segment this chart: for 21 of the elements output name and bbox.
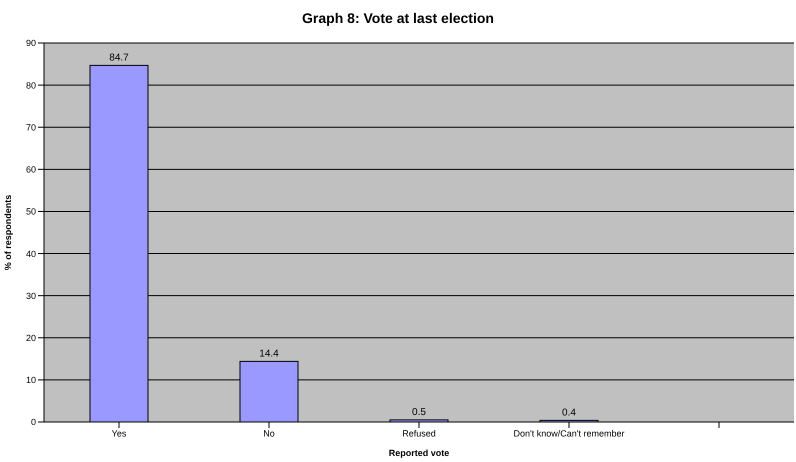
y-tick-label: 20 [26, 332, 36, 343]
y-tick-label: 10 [26, 375, 36, 386]
x-tick-label: Refused [402, 428, 436, 438]
y-tick-label: 30 [26, 290, 36, 301]
x-tick-label: No [263, 428, 275, 438]
chart-title: Graph 8: Vote at last election [301, 10, 495, 26]
y-tick-label: 90 [26, 38, 36, 48]
y-axis-title: % of respondents [3, 194, 14, 270]
x-tick-label: Don't know/Can't remember [514, 428, 624, 438]
y-tick-label: 70 [26, 122, 36, 132]
data-label: 0.5 [412, 406, 426, 418]
y-tick-label: 60 [26, 164, 36, 175]
data-label: 84.7 [109, 52, 130, 64]
y-tick-label: 50 [26, 206, 36, 217]
data-label: 0.4 [562, 407, 576, 418]
x-tick-label: Yes [112, 428, 127, 438]
y-tick-label: 0 [30, 417, 36, 428]
x-axis-title: Reported vote [388, 448, 450, 458]
y-tick-label: 40 [26, 248, 36, 259]
data-label: 14.4 [259, 348, 280, 360]
y-tick-label: 80 [26, 80, 36, 90]
